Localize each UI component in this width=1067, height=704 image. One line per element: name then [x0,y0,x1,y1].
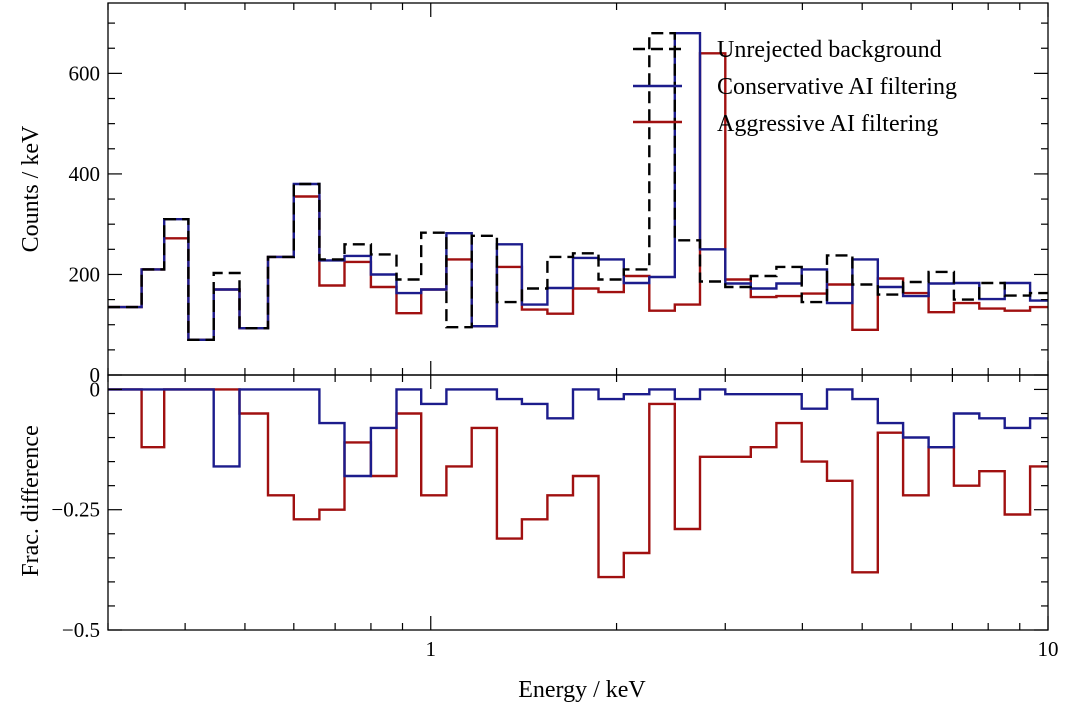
difference-ticks: 1 10 0 −0.25 −0.5 [51,375,1059,661]
difference-panel-frame [107,374,1049,631]
legend-label-conservative: Conservative AI filtering [717,74,957,100]
unrejected-background-line [108,32,1048,341]
legend-label-aggressive: Aggressive AI filtering [717,111,938,137]
legend-label-unrejected: Unrejected background [717,37,942,63]
counts-y-tick-label: 200 [69,262,101,286]
x-tick-label: 10 [1038,637,1059,661]
legend: Unrejected background Conservative AI fi… [633,37,957,137]
x-tick-label: 1 [425,637,436,661]
difference-y-tick-label: −0.5 [62,618,100,642]
aggressive-fractional-difference-line [108,388,1048,579]
counts-y-axis-title: Counts / keV [18,125,44,252]
difference-y-axis-title: Frac. difference [18,425,44,576]
conservative-fractional-difference-line [108,388,1048,478]
difference-series-group [108,388,1048,579]
counts-series-group [108,32,1048,341]
difference-y-tick-label: −0.25 [51,498,100,522]
counts-y-tick-label: 400 [69,162,101,186]
counts-y-tick-label: 600 [69,61,101,85]
x-axis-title: Energy / keV [518,677,646,703]
counts-y-tick-label: 0 [90,363,101,387]
fractional-difference-panel: 1 10 0 −0.25 −0.5 Frac. difference Energy / … [18,374,1059,703]
difference-y-tick-label: 0 [90,377,101,401]
